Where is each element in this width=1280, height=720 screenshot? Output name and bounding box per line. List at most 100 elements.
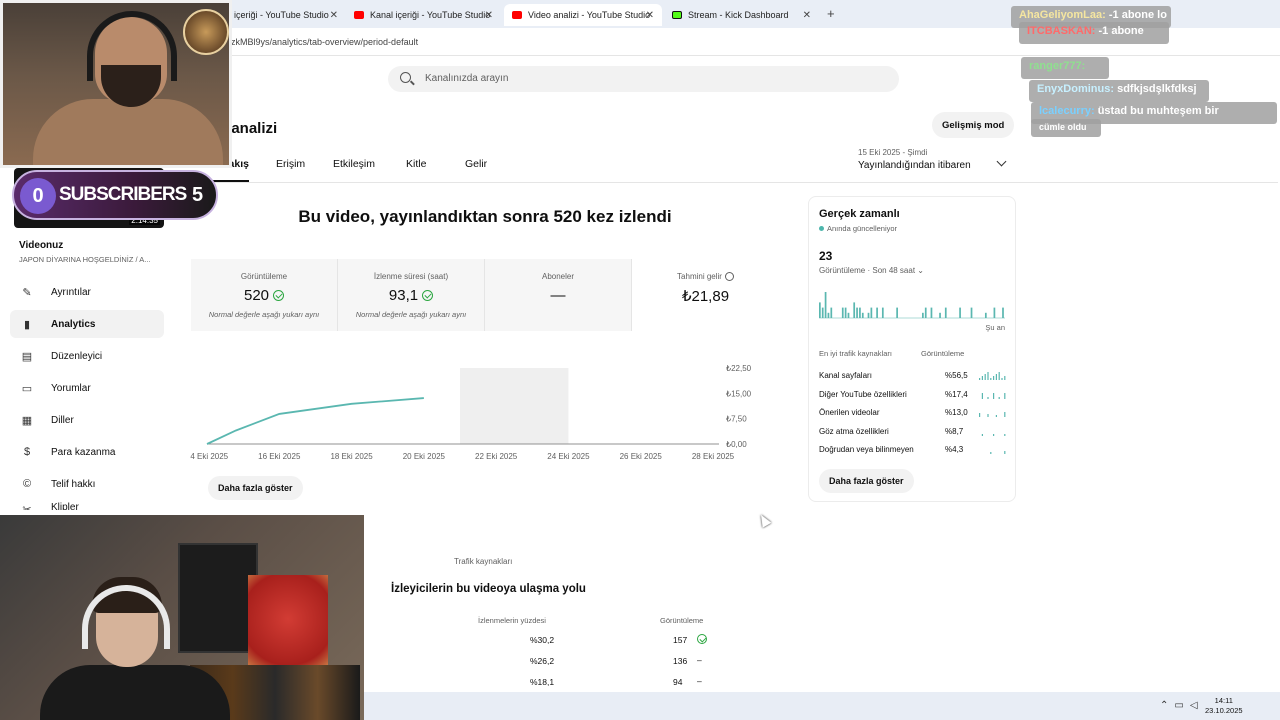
chat-username: AhaGeliyomLaa: <box>1019 9 1106 21</box>
realtime-bar <box>859 307 861 318</box>
traffic-source-row[interactable]: Doğrudan veya bilinmeyen %4,3 <box>819 442 1006 460</box>
sparkline-bar <box>1004 392 1006 399</box>
traffic-source-row[interactable]: Diğer YouTube özellikleri %17,4 <box>819 387 1006 405</box>
views-header: Görüntüleme <box>921 349 965 358</box>
sidebar-item-5[interactable]: $ Para kazanma <box>10 438 164 466</box>
realtime-bar <box>939 312 941 318</box>
chat-text: cümle oldu <box>1039 122 1087 132</box>
metric-revenue[interactable]: Tahmini gelir ₺21,89 <box>632 259 779 331</box>
video-duration: 2:14:35 <box>129 216 160 225</box>
chart-x-tick-label: 16 Eki 2025 <box>258 452 301 461</box>
realtime-bar <box>821 307 824 318</box>
period-range: 15 Eki 2025 - Şimdi <box>858 148 928 157</box>
sparkline-bar <box>993 376 995 380</box>
sparkline-bar <box>1004 376 1006 380</box>
realtime-bar <box>856 307 858 318</box>
chart-x-tick-label: 28 Eki 2025 <box>692 452 735 461</box>
realtime-count: 23 <box>819 249 833 263</box>
show-more-button[interactable]: Daha fazla göster <box>208 476 303 500</box>
sparkline-bar <box>981 376 983 380</box>
chat-message: cümle oldu <box>1031 119 1101 137</box>
metric-watch-time[interactable]: İzlenme süresi (saat) 93,1 Normal değerl… <box>338 259 485 331</box>
source-sparkline <box>981 392 1006 399</box>
realtime-views-label[interactable]: Görüntüleme · Son 48 saat ⌄ <box>819 266 924 275</box>
advanced-mode-button[interactable]: Gelişmiş mod <box>932 112 1015 138</box>
kick-icon <box>672 11 682 19</box>
row-views: 136 <box>673 656 688 666</box>
realtime-card: Gerçek zamanlı Anında güncelleniyor 23 G… <box>808 196 1016 502</box>
sparkline-bar <box>990 378 992 380</box>
webcam-overlay-top <box>0 0 232 168</box>
sparkline-bar <box>981 392 983 399</box>
headset-icon <box>82 585 170 649</box>
source-name: Kanal sayfaları <box>819 371 872 380</box>
chat-username: ranger777: <box>1029 60 1086 72</box>
tab-engagement[interactable]: Etkileşim <box>333 158 376 170</box>
tab-label: içeriği - YouTube Studio <box>234 10 329 20</box>
tab-revenue[interactable]: Gelir <box>465 158 488 170</box>
new-tab-icon[interactable]: + <box>827 6 835 21</box>
close-icon[interactable]: ✕ <box>329 9 338 21</box>
realtime-show-more-button[interactable]: Daha fazla göster <box>819 469 914 493</box>
metric-views[interactable]: Görüntüleme 520 Normal değerle aşağı yuk… <box>191 259 338 331</box>
traffic-source-row[interactable]: Göz atma özellikleri %8,7 <box>819 424 1006 442</box>
taskbar-clock[interactable]: 14:11 23.10.2025 <box>1205 696 1243 716</box>
metric-subscribers[interactable]: Aboneler — <box>485 259 632 331</box>
chat-username: ITCBASKAN: <box>1027 25 1096 37</box>
close-icon[interactable]: ✕ <box>484 9 493 21</box>
sparkline-bar <box>1004 451 1006 454</box>
sparkline-bar <box>1004 412 1006 417</box>
period-selector[interactable]: 15 Eki 2025 - Şimdi Yayınlandığından iti… <box>858 148 1007 171</box>
webcam-person-body <box>40 665 230 720</box>
close-icon[interactable]: ✕ <box>645 9 654 21</box>
system-tray-icons[interactable]: ⌃▭◁ <box>1160 700 1204 711</box>
browser-tab-4[interactable]: Stream - Kick Dashboard ✕ <box>664 4 819 26</box>
realtime-bar <box>924 307 927 318</box>
table-row[interactable]: %30,2 157 <box>364 632 764 650</box>
row-views: 94 <box>673 677 683 687</box>
sidebar-item-label: Ayrıntılar <box>51 286 91 298</box>
browser-tab-1[interactable]: içeriği - YouTube Studio ✕ <box>224 4 346 26</box>
revenue-line-chart[interactable]: ₺0,00 ₺7,50 ₺15,00 ₺22,50 14 Eki 2025 16 Eki … <box>190 350 760 470</box>
table-row[interactable]: %18,1 94 – <box>364 674 764 692</box>
close-icon[interactable]: ✕ <box>802 9 811 21</box>
sparkline-bar <box>979 378 981 380</box>
traffic-source-row[interactable]: Önerilen videolar %13,0 <box>819 405 1006 423</box>
metric-value: ₺21,89 <box>681 288 730 306</box>
subscriber-counter-overlay: 0 SUBSCRIBERS 5 <box>12 170 218 220</box>
tab-audience[interactable]: Kitle <box>406 158 427 170</box>
sidebar-item-3[interactable]: ▭ Yorumlar <box>10 374 164 402</box>
traffic-col-pct: İzlenmelerin yüzdesi <box>478 616 546 625</box>
search-placeholder: Kanalınızda arayın <box>425 73 509 84</box>
realtime-bar <box>896 307 898 318</box>
sidebar-item-4[interactable]: ▦ Diller <box>10 406 164 434</box>
browser-tab-3[interactable]: Video analizi - YouTube Studio ✕ <box>504 4 662 26</box>
metric-value: 93,1 <box>388 287 419 304</box>
tab-reach[interactable]: Erişim <box>276 158 306 170</box>
sparkline-bar <box>993 392 995 399</box>
tabs-divider <box>174 182 1278 183</box>
sparkline-bar <box>984 374 986 380</box>
tab-label: Kanal içeriği - YouTube Studio <box>370 10 491 20</box>
traffic-source-row[interactable]: Kanal sayfaları %56,5 <box>819 368 1006 386</box>
chart-y-tick-label: ₺22,50 <box>726 364 752 373</box>
sidebar-item-7[interactable]: ✂ Klipler <box>10 502 164 510</box>
sparkline-bar <box>995 374 997 380</box>
sidebar-item-1[interactable]: ▮ Analytics <box>10 310 164 338</box>
youtube-studio-icon <box>512 11 522 19</box>
browser-tab-2[interactable]: Kanal içeriği - YouTube Studio ✕ <box>346 4 501 26</box>
chart-x-tick-label: 20 Eki 2025 <box>403 452 446 461</box>
your-video-label: Videonuz <box>19 240 64 251</box>
sidebar-item-2[interactable]: ▤ Düzenleyici <box>10 342 164 370</box>
sidebar-item-6[interactable]: © Telif hakkı <box>10 470 164 498</box>
realtime-bar <box>824 292 827 318</box>
realtime-bar-chart[interactable] <box>819 289 1005 319</box>
sources-header: En iyi trafik kaynakları <box>819 349 892 358</box>
realtime-title: Gerçek zamanlı <box>819 208 900 220</box>
table-row[interactable]: %26,2 136– <box>364 653 764 671</box>
sidebar-item-0[interactable]: ✎ Ayrıntılar <box>10 278 164 306</box>
sparkline-bar <box>987 414 989 417</box>
search-input[interactable]: Kanalınızda arayın <box>388 66 899 92</box>
tab-label: Video analizi - YouTube Studio <box>528 10 651 20</box>
source-pct: %13,0 <box>945 408 968 417</box>
